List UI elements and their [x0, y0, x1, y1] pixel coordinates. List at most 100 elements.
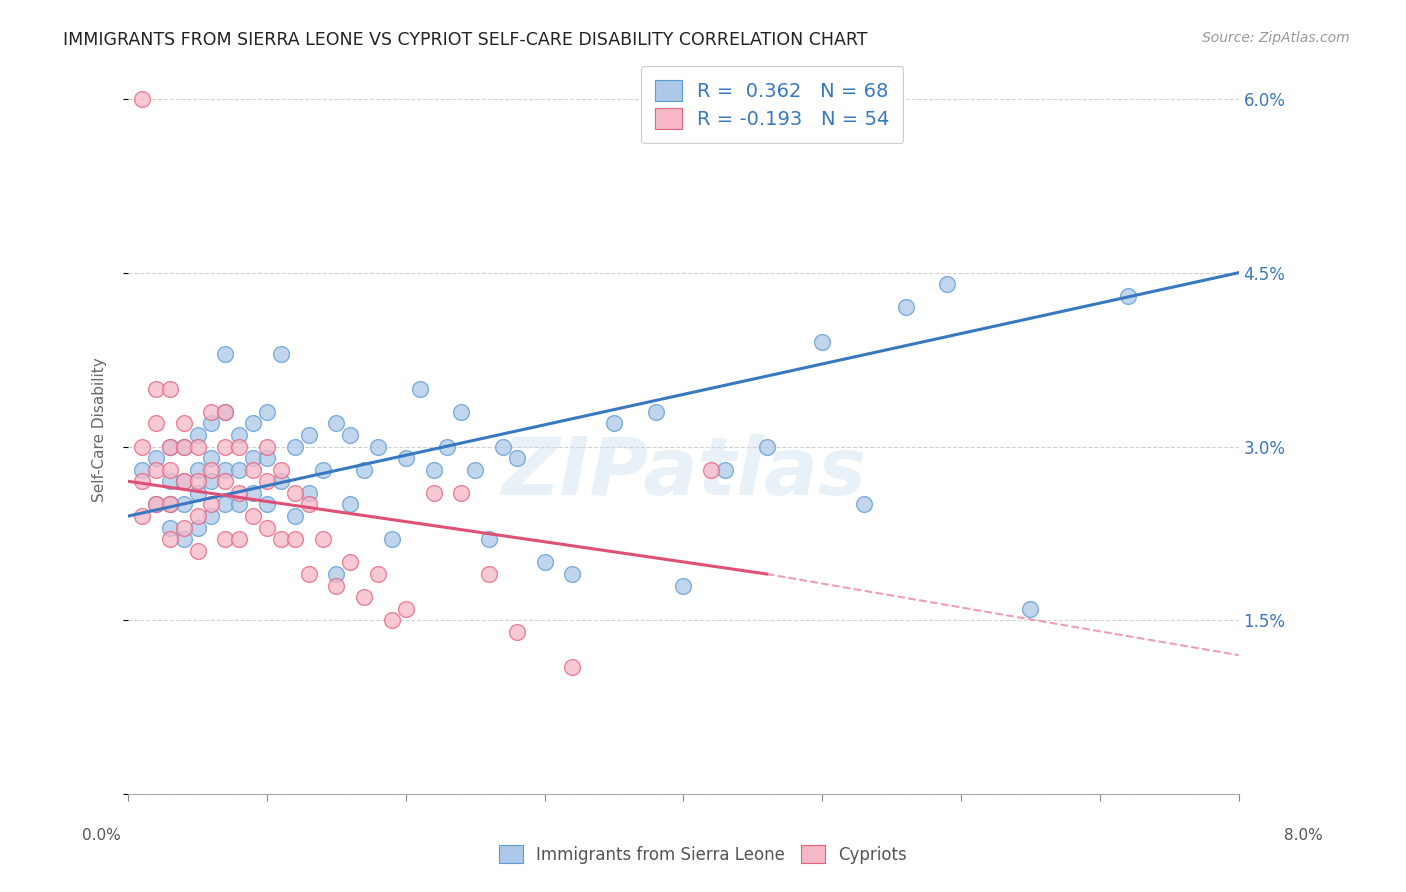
Text: ZIPatlas: ZIPatlas: [501, 434, 866, 512]
Point: [228, 533, 250, 547]
Point: [173, 521, 195, 535]
Point: [339, 428, 361, 442]
Point: [187, 463, 209, 477]
Point: [228, 428, 250, 442]
Point: [214, 347, 236, 361]
Point: [214, 463, 236, 477]
Point: [311, 533, 333, 547]
Point: [464, 463, 486, 477]
Point: [1116, 289, 1139, 303]
Point: [450, 405, 472, 419]
Point: [408, 382, 430, 396]
Point: [298, 567, 321, 582]
Point: [145, 451, 167, 466]
Point: [173, 440, 195, 454]
Point: [284, 440, 307, 454]
Y-axis label: Self-Care Disability: Self-Care Disability: [93, 357, 107, 501]
Point: [214, 440, 236, 454]
Text: Source: ZipAtlas.com: Source: ZipAtlas.com: [1202, 31, 1350, 45]
Point: [173, 440, 195, 454]
Point: [145, 498, 167, 512]
Point: [200, 405, 222, 419]
Point: [367, 440, 389, 454]
Point: [187, 440, 209, 454]
Point: [422, 463, 444, 477]
Point: [145, 382, 167, 396]
Legend: Immigrants from Sierra Leone, Cypriots: Immigrants from Sierra Leone, Cypriots: [492, 838, 914, 871]
Point: [325, 567, 347, 582]
Point: [228, 440, 250, 454]
Point: [159, 463, 181, 477]
Point: [353, 463, 375, 477]
Point: [242, 451, 264, 466]
Point: [936, 277, 959, 292]
Point: [714, 463, 737, 477]
Point: [173, 475, 195, 489]
Point: [214, 405, 236, 419]
Point: [325, 417, 347, 431]
Point: [187, 486, 209, 500]
Point: [228, 486, 250, 500]
Point: [811, 335, 834, 350]
Point: [852, 498, 875, 512]
Point: [159, 440, 181, 454]
Text: 0.0%: 0.0%: [82, 828, 121, 843]
Point: [228, 463, 250, 477]
Point: [492, 440, 515, 454]
Point: [145, 498, 167, 512]
Point: [256, 451, 278, 466]
Point: [187, 544, 209, 558]
Point: [284, 533, 307, 547]
Point: [284, 509, 307, 524]
Point: [298, 486, 321, 500]
Point: [256, 521, 278, 535]
Point: [159, 498, 181, 512]
Point: [159, 475, 181, 489]
Point: [214, 533, 236, 547]
Point: [187, 428, 209, 442]
Point: [173, 498, 195, 512]
Point: [422, 486, 444, 500]
Point: [131, 440, 153, 454]
Point: [256, 475, 278, 489]
Point: [270, 475, 292, 489]
Point: [200, 451, 222, 466]
Point: [187, 475, 209, 489]
Point: [159, 382, 181, 396]
Point: [242, 486, 264, 500]
Point: [145, 417, 167, 431]
Point: [173, 533, 195, 547]
Point: [298, 428, 321, 442]
Point: [242, 463, 264, 477]
Point: [395, 451, 418, 466]
Point: [200, 509, 222, 524]
Point: [200, 498, 222, 512]
Point: [325, 579, 347, 593]
Point: [561, 567, 583, 582]
Point: [187, 509, 209, 524]
Point: [284, 486, 307, 500]
Point: [755, 440, 778, 454]
Point: [353, 591, 375, 605]
Point: [367, 567, 389, 582]
Point: [700, 463, 723, 477]
Point: [381, 533, 404, 547]
Point: [242, 509, 264, 524]
Point: [672, 579, 695, 593]
Point: [894, 301, 917, 315]
Point: [131, 509, 153, 524]
Point: [131, 92, 153, 106]
Point: [561, 659, 583, 673]
Point: [644, 405, 666, 419]
Point: [214, 405, 236, 419]
Point: [533, 556, 555, 570]
Legend: R =  0.362   N = 68, R = -0.193   N = 54: R = 0.362 N = 68, R = -0.193 N = 54: [641, 67, 904, 143]
Point: [256, 440, 278, 454]
Point: [270, 347, 292, 361]
Point: [256, 498, 278, 512]
Point: [506, 624, 529, 639]
Point: [270, 463, 292, 477]
Point: [298, 498, 321, 512]
Point: [450, 486, 472, 500]
Point: [159, 533, 181, 547]
